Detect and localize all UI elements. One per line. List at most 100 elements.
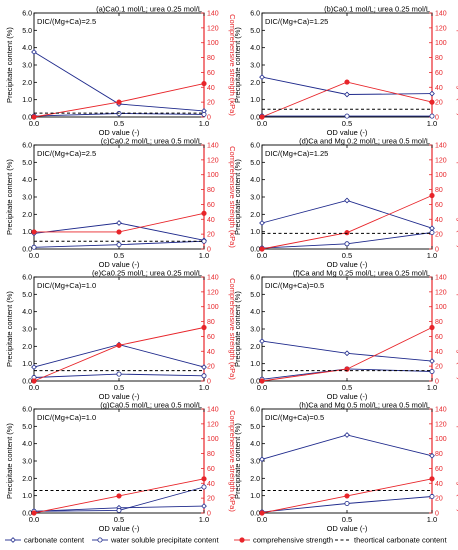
y-right-tick-label: 120	[435, 421, 447, 428]
y-left-tick-label: 1.0	[250, 493, 260, 500]
y-left-tick-label: 6.0	[250, 143, 260, 150]
point-carbonate	[344, 91, 350, 98]
panel-title: (a)Ca0.1 mol/L; urea 0.25 mol/L	[96, 5, 202, 14]
y-left-tick-label: 5.0	[250, 28, 260, 35]
y-left-tick-label: 6.0	[22, 407, 32, 414]
y-right-tick-label: 80	[435, 55, 443, 62]
x-tick-label: 0.0	[29, 383, 39, 392]
x-tick-label: 0.5	[114, 383, 124, 392]
y-left-tick-label: 4.0	[250, 309, 260, 316]
point-carbonate	[429, 452, 435, 459]
x-tick-label: 1.0	[199, 251, 209, 260]
y-left-tick-label: 2.0	[22, 476, 32, 483]
y-left-axis-label: Precipitate content (%)	[233, 159, 242, 235]
panel-title: (e)Ca0.25 mol/L; urea 0.25 mol/L	[92, 269, 202, 278]
y-left-tick-label: 3.0	[22, 459, 32, 466]
y-right-tick-label: 120	[207, 157, 219, 164]
point-strength	[31, 114, 37, 120]
y-right-tick-label: 20	[207, 364, 215, 371]
panel-b: 0.0 0.5 1.0 0.0 1.0 2.0 3.0 4.0 5.0 6.0 0 20 40 60 80 1…	[233, 5, 458, 138]
legend-water-soluble-label: water soluble precipitate content	[110, 536, 219, 545]
x-tick-label: 1.0	[427, 251, 437, 260]
y-right-axis-label: Comprehensive strength (kPa)	[456, 410, 458, 512]
y-left-tick-label: 6.0	[22, 143, 32, 150]
y-right-tick-label: 100	[435, 436, 447, 443]
y-right-tick-label: 60	[207, 202, 215, 209]
y-left-tick-label: 3.0	[22, 63, 32, 70]
point-strength	[259, 510, 265, 516]
point-strength	[429, 476, 435, 482]
y-right-tick-label: 140	[207, 11, 219, 18]
y-left-tick-label: 2.0	[22, 80, 32, 87]
legend-carbonate-marker	[10, 537, 16, 543]
point-carbonate	[259, 74, 265, 80]
y-right-tick-label: 0	[207, 247, 211, 254]
y-left-axis-label: Precipitate content (%)	[5, 423, 14, 499]
y-right-axis-label: Comprehensive strength (kPa)	[228, 146, 237, 248]
point-water-soluble	[201, 484, 207, 490]
y-right-tick-label: 120	[435, 157, 447, 164]
y-right-tick-label: 140	[207, 407, 219, 414]
y-left-axis-label: Precipitate content (%)	[233, 423, 242, 499]
x-tick-label: 0.5	[342, 119, 352, 128]
point-strength	[116, 229, 122, 235]
x-axis-label: OD value (-)	[327, 524, 368, 533]
x-tick-label: 1.0	[199, 119, 209, 128]
y-right-tick-label: 120	[435, 25, 447, 32]
point-carbonate	[31, 364, 37, 370]
y-right-tick-label: 100	[207, 172, 219, 179]
x-tick-label: 0.0	[257, 119, 267, 128]
y-left-tick-label: 4.0	[22, 441, 32, 448]
y-right-tick-label: 40	[207, 85, 215, 92]
point-carbonate	[429, 358, 435, 364]
y-left-tick-label: 4.0	[22, 177, 32, 184]
point-strength	[344, 79, 350, 85]
y-right-axis-label: Comprehensive strength (kPa)	[228, 14, 237, 116]
y-right-tick-label: 60	[207, 466, 215, 473]
y-left-tick-label: 6.0	[250, 407, 260, 414]
x-tick-label: 0.5	[114, 515, 124, 524]
point-carbonate	[31, 49, 37, 55]
panel-e: 0.0 0.5 1.0 0.0 1.0 2.0 3.0 4.0 5.0 6.0 0 20 40 60 80 1…	[5, 269, 237, 402]
panel-title: (f)Ca and Mg 0.25 mol/L; urea 0.25 mol/L	[293, 269, 430, 278]
y-left-tick-label: 3.0	[22, 195, 32, 202]
y-right-tick-label: 40	[435, 349, 443, 356]
y-left-tick-label: 4.0	[22, 45, 32, 52]
panel-annotation: DIC/(Mg+Ca)=0.5	[265, 281, 324, 290]
y-right-tick-label: 20	[435, 100, 443, 107]
point-strength	[259, 114, 265, 120]
point-water-soluble	[344, 241, 350, 247]
point-water-soluble	[201, 373, 207, 379]
y-left-tick-label: 5.0	[22, 160, 32, 167]
x-tick-label: 1.0	[199, 383, 209, 392]
x-tick-label: 0.5	[342, 383, 352, 392]
y-left-tick-label: 5.0	[22, 292, 32, 299]
y-left-tick-label: 0.0	[22, 511, 32, 518]
panel-annotation: DIC/(Mg+Ca)=0.5	[265, 413, 324, 422]
point-carbonate	[259, 456, 265, 463]
x-axis-label: OD value (-)	[99, 128, 140, 137]
y-right-tick-label: 80	[435, 319, 443, 326]
y-right-axis-label: Comprehensive strength (kPa)	[456, 146, 458, 248]
point-water-soluble	[429, 368, 435, 374]
y-right-tick-label: 80	[435, 451, 443, 458]
point-strength	[344, 493, 350, 499]
y-right-tick-label: 140	[435, 11, 447, 18]
y-right-tick-label: 60	[435, 70, 443, 77]
point-water-soluble	[429, 494, 435, 500]
y-right-tick-label: 100	[207, 436, 219, 443]
point-strength	[344, 230, 350, 236]
y-right-tick-label: 0	[207, 115, 211, 122]
panel-title: (b)Ca0.1 mol/L; urea 0.25 mol/L	[324, 5, 430, 14]
x-tick-label: 0.0	[257, 251, 267, 260]
panel-f: 0.0 0.5 1.0 0.0 1.0 2.0 3.0 4.0 5.0 6.0 0 20 40 60 80 1…	[233, 269, 458, 402]
y-right-tick-label: 100	[435, 172, 447, 179]
y-left-tick-label: 4.0	[250, 441, 260, 448]
y-right-tick-label: 40	[207, 481, 215, 488]
x-tick-label: 1.0	[199, 515, 209, 524]
y-left-axis-label: Precipitate content (%)	[5, 159, 14, 235]
y-left-tick-label: 3.0	[250, 195, 260, 202]
y-right-tick-label: 0	[435, 115, 439, 122]
legend-water-soluble-marker	[97, 537, 103, 543]
